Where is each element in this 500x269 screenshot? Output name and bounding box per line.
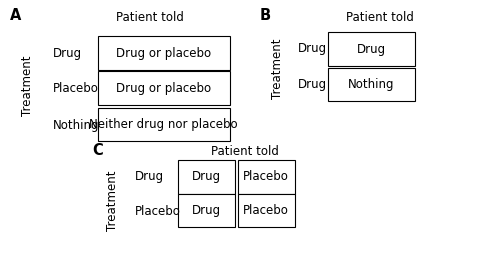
Text: Patient told: Patient told (116, 11, 184, 24)
Text: Drug: Drug (192, 170, 221, 183)
Text: Patient told: Patient told (211, 145, 279, 158)
Text: Placebo: Placebo (52, 82, 98, 95)
FancyBboxPatch shape (328, 68, 415, 101)
Text: Drug: Drug (192, 204, 221, 217)
Text: Drug or placebo: Drug or placebo (116, 82, 212, 95)
Text: Drug: Drug (298, 78, 326, 91)
FancyBboxPatch shape (178, 194, 235, 227)
Text: Drug: Drug (356, 43, 386, 56)
Text: Drug or placebo: Drug or placebo (116, 47, 212, 60)
FancyBboxPatch shape (238, 160, 295, 194)
Text: Neither drug nor placebo: Neither drug nor placebo (90, 118, 238, 131)
Text: Placebo: Placebo (135, 205, 181, 218)
Text: Drug: Drug (52, 47, 82, 60)
FancyBboxPatch shape (98, 71, 230, 105)
FancyBboxPatch shape (238, 194, 295, 227)
FancyBboxPatch shape (328, 32, 415, 66)
Text: C: C (92, 143, 104, 158)
Text: Treatment: Treatment (21, 56, 34, 116)
Text: Placebo: Placebo (244, 204, 289, 217)
Text: Placebo: Placebo (244, 170, 289, 183)
Text: Drug: Drug (135, 170, 164, 183)
Text: A: A (10, 8, 22, 23)
FancyBboxPatch shape (98, 108, 230, 141)
Text: Nothing: Nothing (52, 119, 99, 132)
FancyBboxPatch shape (98, 36, 230, 70)
Text: Nothing: Nothing (348, 78, 395, 91)
Text: Drug: Drug (298, 42, 326, 55)
Text: Patient told: Patient told (346, 11, 414, 24)
Text: B: B (260, 8, 271, 23)
FancyBboxPatch shape (178, 160, 235, 194)
Text: Treatment: Treatment (271, 38, 284, 99)
Text: Treatment: Treatment (106, 170, 119, 231)
